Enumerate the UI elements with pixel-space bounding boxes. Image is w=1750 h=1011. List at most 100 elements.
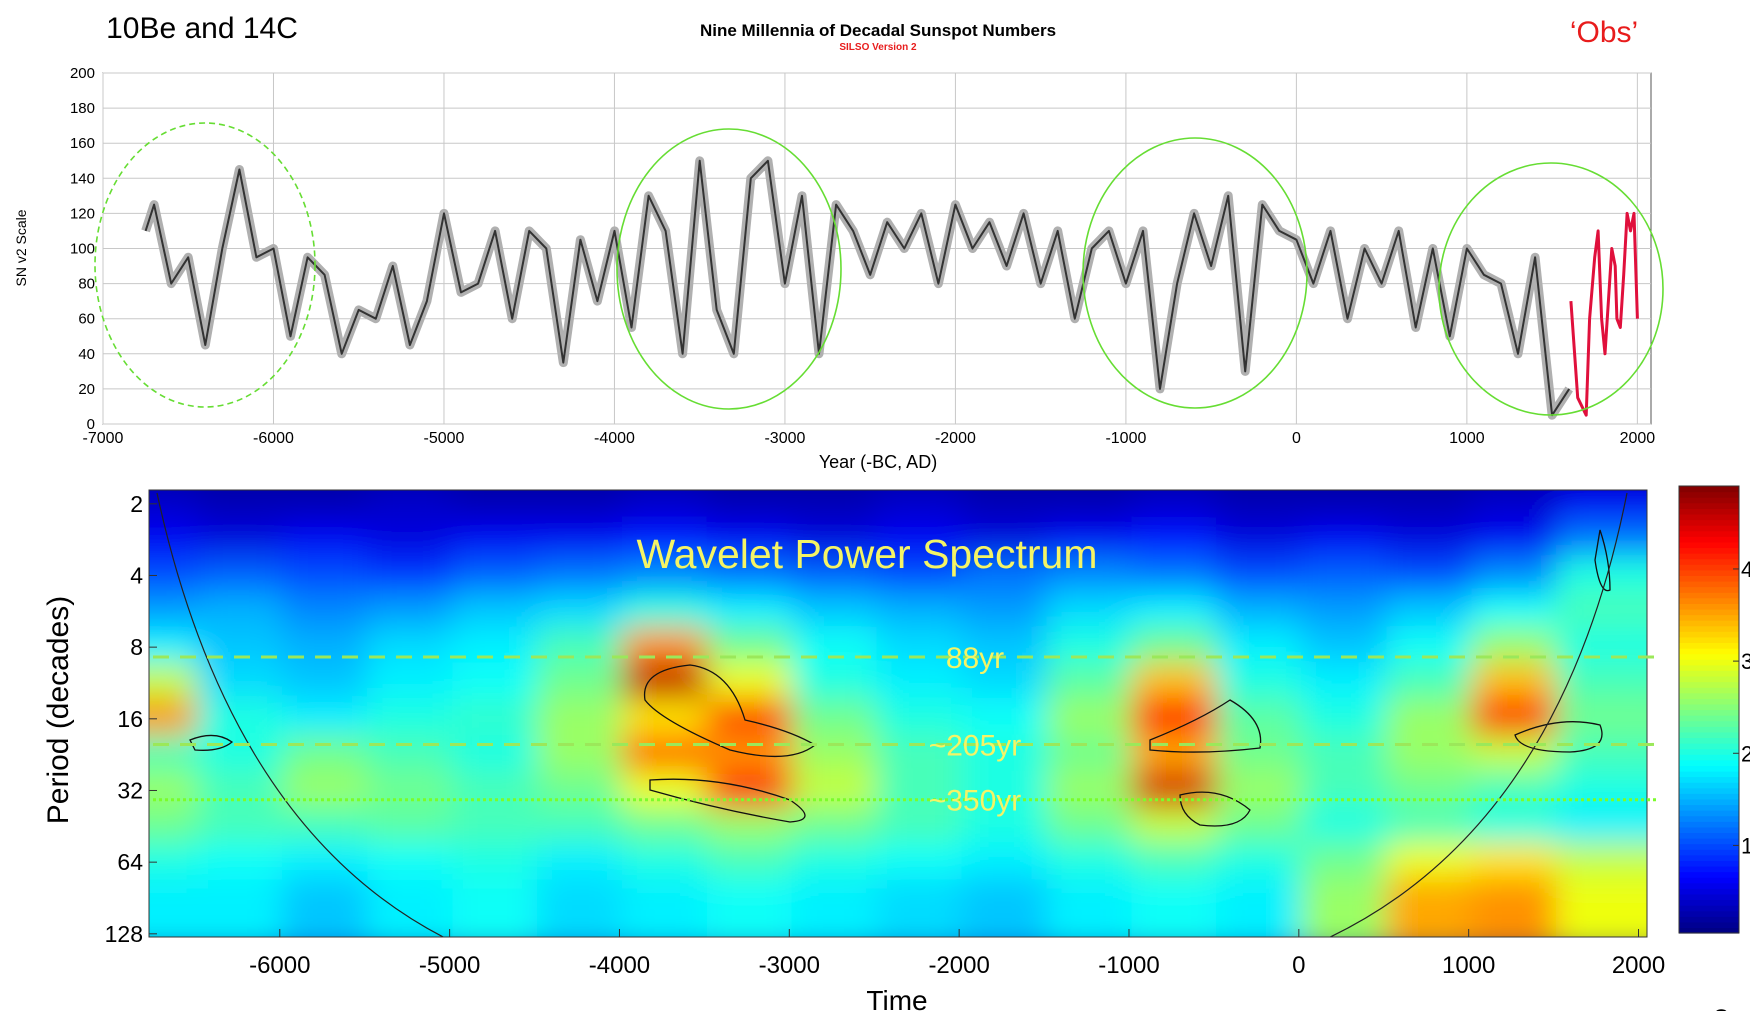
grid: 0 20 40 60 80 100 120 140 160 180 200 -7000 -6000 -50… [70,65,1655,447]
colorbar-segment [1679,513,1739,521]
contour [1179,791,1251,827]
colorbar-segment [1679,748,1739,755]
y-tick-label: 16 [117,706,143,732]
colorbar-segment [1679,653,1739,660]
highlight-ellipses [94,122,1664,416]
y-tick-label: 0 [87,416,95,433]
y-tick-label: 128 [105,921,143,947]
annotation: 10Be and 14C [106,12,298,45]
colorbar-segment [1679,536,1739,543]
colorbar-segment [1679,720,1739,727]
colorbar-segment [1679,927,1739,934]
y-axis-label: SN v2 Scale [13,209,29,286]
y-tick-label: 2 [130,491,143,517]
x-tick-label: -4000 [589,952,650,979]
colorbar-segment [1679,804,1739,811]
colorbar-segment [1679,648,1739,655]
y-tick-label: 140 [70,170,95,187]
colorbar-segment [1679,625,1739,632]
y-tick-label: 4 [130,562,143,588]
axes: 2 4 8 16 32 64 128 -6000 -5000 -4000 -3000 -2000 -10… [105,491,1666,979]
contour [1149,699,1262,753]
y-tick-label: 160 [70,135,95,152]
cone-of-influence [156,492,445,937]
colorbar-segment [1679,631,1739,638]
chart-subtitle: SILSO Version 2 [839,42,917,53]
lines [141,156,1639,420]
contour [649,778,806,823]
colorbar-segment [1679,597,1739,604]
ellipse [1082,137,1308,409]
y-tick-label: 200 [70,65,95,82]
y-tick-label: 32 [117,777,143,803]
colorbar-segment [1679,558,1739,565]
page-number: 3 [1713,1004,1730,1011]
colorbar-segment [1679,692,1739,699]
colorbar-segment [1679,726,1739,733]
colorbar-segment [1679,782,1739,789]
x-tick-label: -3000 [759,952,820,979]
colorbar: 1 2 3 4 [1678,485,1750,934]
colorbar-segment [1679,586,1739,593]
colorbar-segment [1679,715,1739,722]
chart-title: Wavelet Power Spectrum [636,531,1097,577]
colorbar-segment [1679,871,1739,878]
x-axis-label: Year (-BC, AD) [819,452,937,472]
x-tick-label: -7000 [83,430,124,447]
colorbar-segment [1679,759,1739,766]
colorbar-segment [1679,787,1739,794]
x-tick-label: 0 [1292,952,1305,979]
x-tick-label: -3000 [764,430,805,447]
colorbar-tick-label: 1 [1741,833,1750,858]
line [1569,211,1639,417]
colorbar-segment [1679,608,1739,616]
x-tick-label: -1000 [1105,430,1146,447]
colorbar-segment [1679,910,1739,917]
y-tick-label: 120 [70,205,95,222]
x-tick-label: -1000 [1098,952,1159,979]
colorbar-segment [1679,703,1739,711]
colorbar-segment [1679,798,1739,806]
ellipse [94,122,316,408]
colorbar-segment [1679,486,1739,493]
chart-title: Nine Millennia of Decadal Sunspot Number… [700,21,1056,40]
y-tick-label: 20 [78,381,95,398]
x-tick-label: -6000 [249,952,310,979]
period-label: 88yr [946,642,1004,675]
y-tick-label: 64 [117,849,143,875]
y-tick-label: 100 [70,241,95,258]
colorbar-segment [1679,731,1739,739]
colorbar-segment [1679,899,1739,906]
heatmap-clip [149,490,1647,937]
colorbar-segment [1679,770,1739,778]
colorbar-segment [1679,519,1739,526]
colorbar-segment [1679,580,1739,588]
y-axis-label: Period (decades) [42,596,75,824]
colorbar-segment [1679,838,1739,845]
colorbar-segment [1679,877,1739,884]
y-tick-label: 180 [70,100,95,117]
colorbar-segment [1679,687,1739,694]
colorbar-segment [1679,553,1739,560]
colorbar-segment [1679,765,1739,772]
x-tick-label: 1000 [1449,430,1485,447]
contour [1594,529,1611,592]
x-tick-label: -5000 [419,952,480,979]
colorbar-segment [1679,905,1739,912]
colorbar-segment [1679,547,1739,554]
colorbar-segment [1679,882,1739,889]
x-tick-label: -2000 [928,952,989,979]
x-tick-label: -2000 [935,430,976,447]
colorbar-segment [1679,603,1739,610]
colorbar-segment [1679,508,1739,515]
annotation: ‘Obs’ [1570,16,1638,49]
colorbar-tick-label: 3 [1741,649,1750,674]
colorbar-segment [1679,865,1739,873]
ellipse [1438,162,1664,416]
colorbar-segment [1679,575,1739,582]
significance-contours [189,529,1611,827]
colorbar-segment [1679,849,1739,856]
colorbar-segment [1679,854,1739,861]
colorbar-segment [1679,530,1739,537]
